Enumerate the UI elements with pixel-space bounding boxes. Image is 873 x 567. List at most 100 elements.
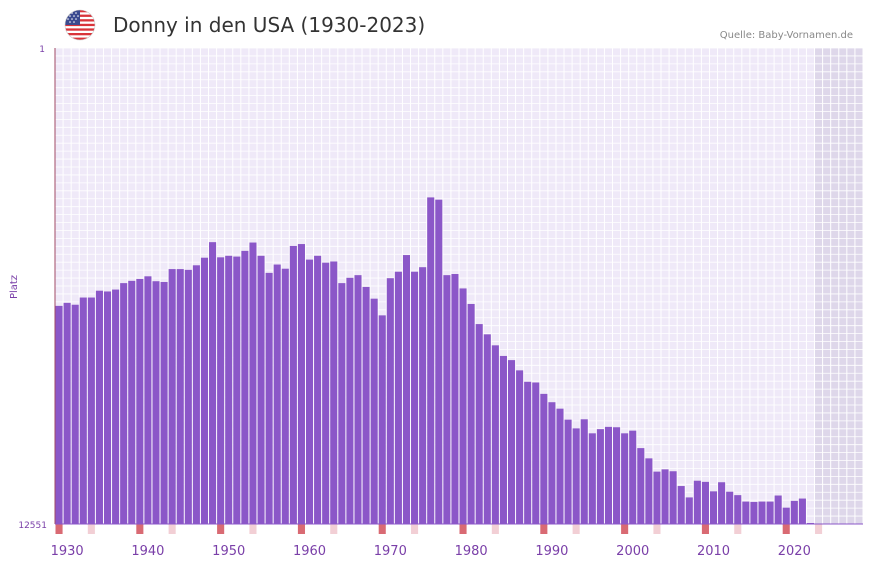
bar-2021: [798, 498, 806, 524]
half-decade-marker-2023: [815, 524, 823, 534]
bar-1953: [249, 242, 257, 524]
y-axis-title: Platz: [9, 275, 20, 299]
bar-1956: [273, 264, 281, 524]
bar-1952: [241, 250, 249, 524]
bar-1930: [63, 302, 71, 524]
bar-1932: [79, 297, 87, 524]
bar-1982: [483, 334, 491, 524]
bar-1947: [200, 257, 209, 524]
bar-2013: [734, 495, 742, 524]
y-tick-top: 1: [39, 45, 45, 55]
x-tick-1980: 1980: [455, 544, 488, 559]
bar-1993: [572, 428, 580, 524]
half-decade-marker-1983: [491, 524, 499, 534]
grid-lines: [54, 47, 864, 525]
chart-title: Donny in den USA (1930-2023): [113, 13, 426, 37]
us-flag-icon: [64, 9, 96, 41]
bar-1988: [532, 382, 540, 524]
bar-1976: [435, 199, 443, 524]
bar-1987: [524, 381, 532, 524]
x-tick-1970: 1970: [374, 544, 407, 559]
source-credit: Quelle: Baby-Vornamen.de: [719, 30, 853, 41]
bar-1971: [394, 271, 402, 524]
bar-1991: [556, 408, 564, 524]
bar-1931: [71, 304, 79, 524]
half-decade-marker-1943: [168, 524, 176, 534]
decade-marker-1929: [55, 524, 63, 534]
bar-1948: [209, 242, 217, 524]
bar-2007: [685, 497, 693, 524]
bar-1935: [103, 291, 112, 524]
bar-1940: [144, 276, 152, 524]
bar-1954: [257, 255, 265, 524]
bar-1962: [322, 262, 330, 524]
bar-1949: [217, 257, 225, 524]
bar-1965: [346, 277, 354, 524]
bar-2003: [653, 471, 661, 524]
bar-1990: [548, 402, 556, 524]
x-tick-1990: 1990: [535, 544, 568, 559]
bar-2009: [701, 481, 709, 524]
bar-1996: [596, 429, 604, 524]
bar-1957: [281, 268, 289, 524]
bar-1977: [443, 275, 451, 524]
x-tick-1960: 1960: [293, 544, 326, 559]
decade-marker-1959: [297, 524, 305, 534]
bar-1973: [411, 271, 419, 524]
bar-2002: [645, 458, 653, 524]
bar-1978: [451, 274, 459, 524]
bar-2017: [766, 501, 774, 524]
bar-1946: [192, 265, 200, 524]
bar-1968: [370, 298, 378, 524]
bar-1966: [354, 275, 362, 524]
decade-marker-1999: [621, 524, 629, 534]
decade-markers: [55, 524, 823, 534]
bar-1997: [604, 426, 613, 524]
bar-2001: [637, 448, 645, 524]
bar-1972: [402, 255, 411, 524]
bar-1958: [289, 245, 297, 524]
bar-1994: [580, 419, 588, 524]
half-decade-marker-1973: [411, 524, 419, 534]
bar-1942: [160, 281, 168, 524]
bar-2011: [718, 482, 726, 524]
bar-1936: [112, 289, 120, 524]
bar-1989: [540, 393, 548, 524]
bar-2004: [661, 469, 669, 524]
bar-1969: [378, 315, 386, 524]
bar-1970: [386, 278, 394, 524]
bar-1938: [128, 280, 136, 524]
decade-marker-1939: [136, 524, 144, 534]
bar-2018: [774, 495, 782, 524]
half-decade-marker-1933: [87, 524, 95, 534]
bar-1992: [564, 419, 572, 524]
bar-2019: [782, 507, 790, 524]
x-tick-2020: 2020: [778, 544, 811, 559]
bar-1951: [233, 256, 241, 524]
bar-1933: [87, 297, 95, 524]
bar-2016: [758, 501, 766, 524]
bar-1979: [459, 288, 467, 524]
x-tick-2010: 2010: [697, 544, 730, 559]
x-tick-1940: 1940: [131, 544, 164, 559]
bar-1967: [362, 286, 370, 524]
bar-1974: [419, 267, 427, 524]
x-tick-1950: 1950: [212, 544, 245, 559]
bar-1939: [136, 278, 144, 524]
decade-marker-2019: [782, 524, 790, 534]
bar-1934: [95, 290, 103, 524]
half-decade-marker-1993: [572, 524, 580, 534]
bar-1964: [338, 283, 346, 524]
bar-2020: [790, 500, 798, 524]
bar-1960: [305, 259, 314, 524]
decade-marker-1969: [378, 524, 386, 534]
bar-1961: [314, 255, 322, 524]
bar-1941: [152, 281, 160, 524]
bar-1955: [265, 272, 273, 524]
decade-marker-2009: [701, 524, 709, 534]
bar-1995: [588, 433, 596, 524]
half-decade-marker-2013: [734, 524, 742, 534]
bar-2012: [726, 491, 734, 524]
bar-2010: [709, 491, 718, 524]
bar-1950: [225, 255, 233, 524]
